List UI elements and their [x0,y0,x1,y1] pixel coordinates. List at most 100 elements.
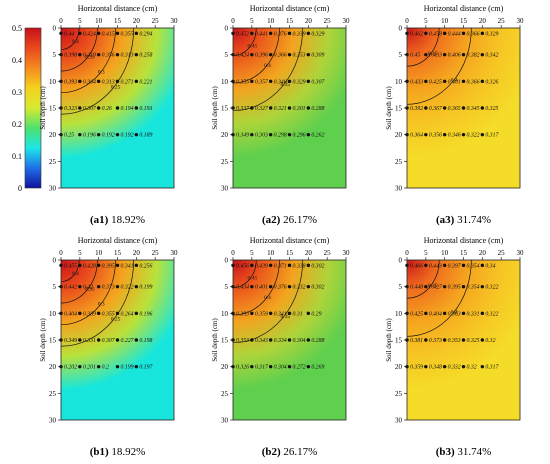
sample-point [115,52,120,57]
contour-line [60,259,116,326]
sample-point [424,52,428,57]
sample-point [287,132,292,137]
contour-label: 0.4 [264,295,271,301]
sample-point [268,79,273,84]
y-tick-label: 20 [395,131,403,139]
sample-value: 0.288 [311,338,324,344]
sample-point [287,263,292,268]
sample-value: 0.313 [102,79,115,85]
sample-value: 0.332 [448,365,461,371]
sample-point [115,338,120,342]
sample-point [134,338,139,342]
sample-value: 0.441 [255,30,268,37]
sample-value: 0.303 [255,133,268,139]
y-tick-label: 20 [221,363,229,371]
sample-point [461,132,466,137]
sample-value: 0.353 [236,338,249,344]
sample-value: 0.455 [64,262,77,269]
contour-line [60,27,116,94]
sample-value: 0.322 [121,285,134,291]
sample-value: 0.32 [485,338,495,344]
sample-point [287,364,292,369]
sample-point [287,52,292,57]
sample-value: 0.406 [448,52,461,59]
sample-point [268,338,273,342]
x-tick-label: 5 [78,249,82,257]
x-tick-label: 30 [171,249,179,257]
sample-value: 0.396 [255,53,268,59]
sample-value: 0.442 [64,284,77,291]
sample-value: 0.382 [467,53,480,59]
sample-point [461,79,466,84]
sample-value: 0.32 [467,365,477,371]
sample-value: 0.201 [83,365,96,371]
sample-value: 0.359 [255,311,268,317]
sample-value: 0.354 [467,262,480,269]
sample-value: 0.307 [102,338,116,344]
contour-label: 0.35 [85,286,95,292]
x-tick-label: 30 [171,17,179,25]
sample-point [306,79,311,84]
contour-label: 0.35 [281,314,291,320]
y-tick-label: 30 [395,417,403,425]
sample-point [442,311,447,316]
sample-value: 0.443 [429,262,442,269]
sample-value: 0.329 [293,79,306,85]
colorbar-tick-label: 0.5 [12,24,22,33]
sample-point [287,284,292,289]
chart-title: Horizontal distance (cm) [250,236,330,245]
sample-value: 0.294 [139,30,152,37]
sample-point [96,311,101,316]
y-tick-label: 20 [49,131,57,139]
sample-point [480,132,485,137]
sample-value: 0.339 [293,31,306,37]
sample-value: 0.31 [293,311,303,317]
sample-point [78,338,82,342]
sample-value: 0.363 [448,311,461,317]
x-tick-label: 10 [441,17,449,25]
sample-point [480,263,485,268]
sample-value: 0.271 [121,79,134,85]
x-tick-label: 15 [460,17,468,25]
contour-label: 0.3 [98,69,105,75]
contour-line [232,27,257,56]
sample-value: 0.458 [429,30,442,37]
sample-value: 0.193 [139,106,152,112]
sample-value: 0.354 [467,284,480,291]
sample-point [78,132,82,137]
sample-point [442,284,447,289]
sample-value: 0.466 [410,262,423,269]
sample-point [268,364,273,369]
x-tick-label: 25 [498,17,506,25]
sample-point [461,338,466,342]
contour-line [232,259,280,316]
contour-label: 0.45 [248,43,258,49]
x-tick-label: 15 [286,249,294,257]
sample-value: 0.373 [429,338,442,344]
sample-value: 0.326 [236,365,249,371]
sample-point [287,106,292,110]
y-tick-label: 25 [221,390,229,398]
sample-value: 0.392 [410,106,423,112]
sample-point [480,52,485,57]
x-tick-label: 0 [231,249,235,257]
sample-value: 0.329 [311,31,324,37]
sample-value: 0.196 [83,133,96,139]
x-tick-label: 20 [133,17,141,25]
contour-line [60,259,98,304]
sample-point [250,311,254,316]
sample-point [461,284,466,289]
sample-point [115,79,120,84]
x-tick-label: 0 [405,17,409,25]
sample-value: 0.345 [467,105,480,112]
sample-point [134,263,139,268]
sample-value: 0.439 [255,262,268,269]
contour-line [406,259,472,337]
panel-caption: (b3) 31.74% [436,446,492,458]
panel-caption-value: 31.74% [455,446,492,458]
contour-line [406,27,472,105]
sample-value: 0.424 [236,52,249,59]
sample-point [306,311,311,316]
sample-value: 0.349 [64,337,77,344]
chart-title: Horizontal distance (cm) [250,4,330,13]
